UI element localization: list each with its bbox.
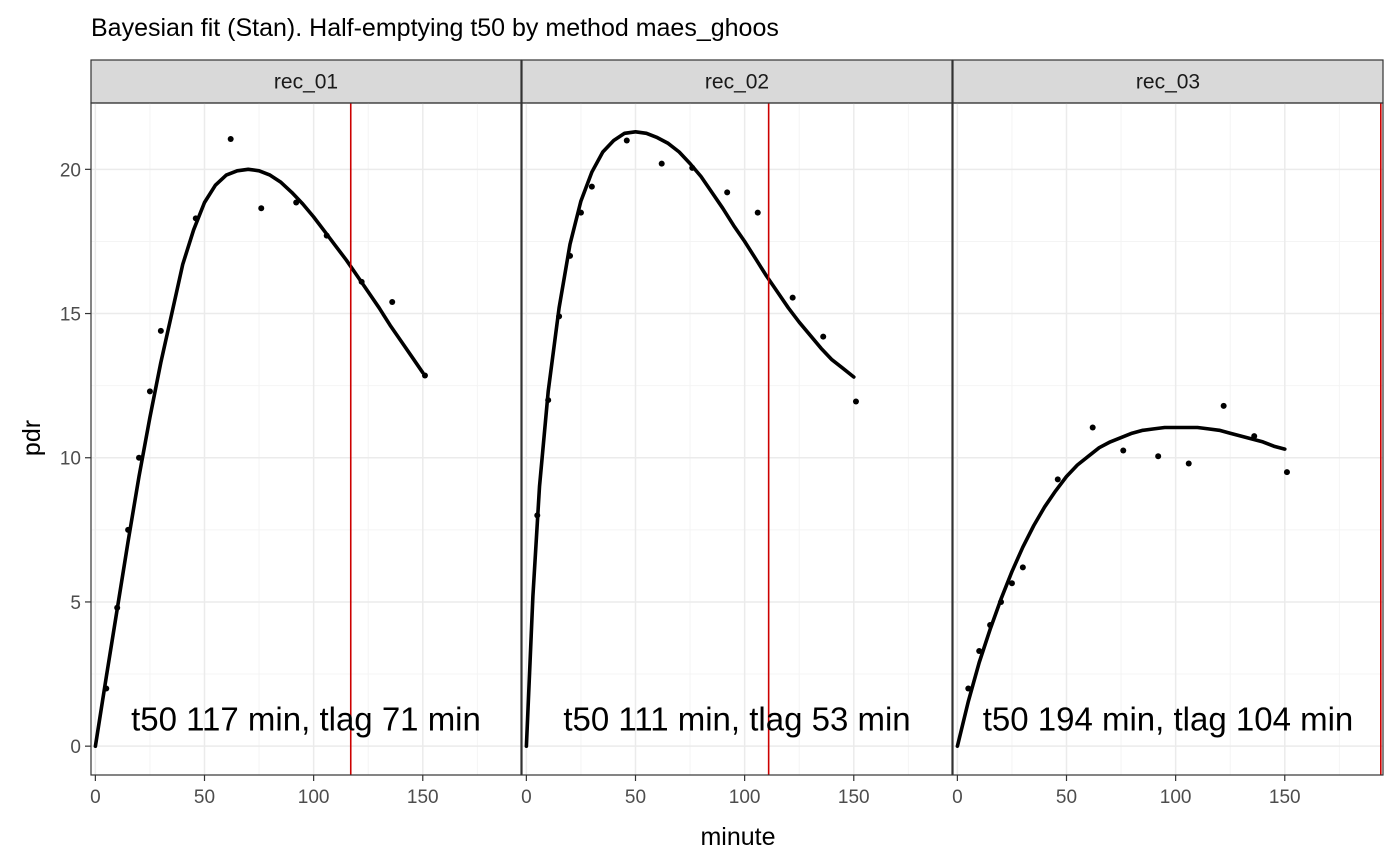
x-axis-title: minute (700, 823, 775, 851)
data-point (1120, 447, 1127, 454)
data-point (1283, 469, 1290, 476)
panel-border (90, 102, 522, 776)
data-point (421, 372, 428, 379)
strip-background (521, 59, 953, 104)
data-point (1251, 433, 1258, 440)
panel-data (524, 103, 859, 775)
y-tick-label: 20 (60, 160, 81, 181)
x-tick-label: 150 (1269, 787, 1301, 808)
x-tick-label: 0 (521, 787, 532, 808)
data-point (258, 205, 265, 212)
data-point (545, 397, 552, 404)
gridlines (91, 103, 521, 775)
data-point (358, 278, 365, 285)
data-point (1054, 476, 1061, 483)
fit-curve (93, 167, 425, 748)
fit-curve (524, 130, 856, 748)
data-point (146, 388, 153, 395)
data-point (567, 252, 574, 259)
x-tick-label: 50 (194, 787, 215, 808)
data-point (852, 398, 859, 405)
x-tick-label: 0 (90, 787, 101, 808)
data-point (1185, 460, 1192, 467)
data-point (623, 137, 630, 144)
chart-title: Bayesian fit (Stan). Half-emptying t50 b… (91, 14, 779, 42)
y-tick-label: 0 (70, 737, 81, 758)
data-point (1019, 564, 1026, 571)
t50-annotation: t50 117 min, tlag 71 min (131, 700, 481, 737)
x-tick-label: 150 (838, 787, 870, 808)
y-tick-label: 10 (60, 449, 81, 470)
data-point (389, 299, 396, 306)
y-tick-label: 15 (60, 305, 81, 326)
data-point (1155, 453, 1162, 460)
x-tick-label: 50 (625, 787, 646, 808)
data-point (1008, 580, 1015, 587)
data-point (577, 209, 584, 216)
data-point (588, 183, 595, 190)
data-point (157, 327, 164, 334)
data-point (965, 685, 972, 692)
t50-annotation: t50 111 min, tlag 53 min (563, 700, 910, 737)
data-point (976, 647, 983, 654)
data-point (192, 215, 199, 222)
x-tick-label: 100 (298, 787, 330, 808)
data-point (789, 294, 796, 301)
data-point (820, 333, 827, 340)
x-tick-label: 100 (1160, 787, 1192, 808)
data-point (724, 189, 731, 196)
strip-label: rec_01 (274, 71, 338, 94)
strip-label: rec_03 (1136, 71, 1200, 94)
data-point (323, 232, 330, 239)
y-tick-label: 5 (70, 593, 81, 614)
panel-rec_03: rec_03 t50 194 min, tlag 104 min 0 50 100 150 (952, 59, 1384, 808)
strip-label: rec_02 (705, 71, 769, 94)
data-point (987, 622, 994, 629)
fit-curve (955, 425, 1287, 748)
gridlines (522, 103, 952, 775)
data-point (1089, 424, 1096, 431)
data-point (103, 685, 110, 692)
data-point (136, 454, 143, 461)
data-point (556, 313, 563, 320)
x-tick-label: 150 (407, 787, 439, 808)
gridlines (953, 103, 1383, 775)
x-tick-label: 0 (952, 787, 963, 808)
strip-background (952, 59, 1384, 104)
data-point (1220, 402, 1227, 409)
data-point (658, 160, 665, 167)
data-point (114, 604, 121, 611)
panel-data (93, 103, 428, 775)
data-point (689, 164, 696, 171)
x-tick-label: 100 (729, 787, 761, 808)
panel-border (952, 102, 1384, 776)
data-point (998, 598, 1005, 605)
t50-annotation: t50 194 min, tlag 104 min (983, 700, 1354, 737)
data-point (754, 209, 761, 216)
panel-data (955, 103, 1382, 775)
strip-background (90, 59, 522, 104)
y-axis-title: pdr (18, 420, 46, 456)
panel-border (521, 102, 953, 776)
data-point (293, 199, 300, 206)
data-point (227, 136, 234, 143)
x-tick-label: 50 (1056, 787, 1077, 808)
data-point (534, 512, 541, 519)
panel-rec_02: rec_02 t50 111 min, tlag 53 min 0 50 100 150 (521, 59, 953, 808)
data-point (125, 526, 132, 533)
panel-rec_01: rec_01 t50 117 min, tlag 71 min 0 50 100 150 0… (60, 59, 522, 808)
